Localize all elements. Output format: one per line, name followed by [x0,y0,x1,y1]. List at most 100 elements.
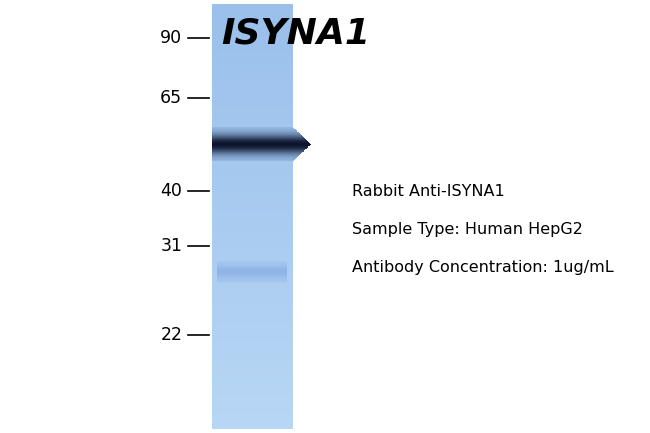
Bar [211,136,293,137]
Bar [211,268,293,269]
Bar [211,194,293,195]
Bar [211,76,293,78]
Bar [217,268,287,269]
Bar [211,372,293,374]
Bar [211,371,293,372]
Bar [211,253,293,255]
Bar [211,316,293,317]
Bar [211,45,293,47]
Bar [211,271,293,273]
Bar [211,82,293,84]
Bar [211,324,293,326]
Bar [211,314,293,316]
Bar [211,404,293,405]
Bar [211,245,293,246]
Bar [211,52,293,54]
Bar [211,74,293,75]
Bar [211,382,293,384]
Bar [211,426,293,427]
Bar [211,23,293,24]
Bar [211,27,293,28]
Bar [211,392,293,394]
Bar [211,228,293,229]
Bar [211,327,293,328]
Bar [217,281,287,282]
Bar [211,281,293,283]
Bar [211,364,293,365]
Bar [211,13,293,14]
Bar [211,68,293,69]
Bar [211,192,293,194]
Bar [211,157,293,158]
Bar [211,197,293,198]
Bar [211,394,293,395]
Bar [211,265,293,266]
Text: Sample Type: Human HepG2: Sample Type: Human HepG2 [352,222,582,237]
Bar [211,122,293,123]
Bar [211,184,293,185]
Bar [211,8,293,10]
Bar [211,427,293,429]
Bar [217,272,287,273]
Bar [211,130,293,132]
Bar [211,32,293,34]
Bar [211,328,293,330]
Bar [211,71,293,72]
Bar [211,283,293,284]
Bar [211,187,293,188]
Bar [211,69,293,71]
Bar [211,178,293,180]
Bar [211,344,293,345]
Bar [211,10,293,11]
Bar [211,354,293,355]
Text: ISYNA1: ISYNA1 [222,17,370,51]
Bar [211,171,293,173]
Bar [211,139,293,140]
Bar [211,369,293,371]
Bar [211,113,293,115]
Bar [211,61,293,62]
Bar [211,24,293,26]
Bar [211,163,293,164]
Bar [211,236,293,238]
Bar [211,106,293,107]
Bar [211,336,293,337]
Bar [211,323,293,324]
Bar [217,265,287,266]
Bar [211,362,293,364]
Bar [211,345,293,347]
Bar [211,287,293,289]
Bar [217,269,287,270]
Bar [211,195,293,197]
Bar [211,164,293,165]
Bar [211,231,293,232]
Bar [211,147,293,149]
Bar [211,416,293,417]
Bar [211,419,293,420]
Bar [211,339,293,341]
Bar [211,18,293,20]
Bar [211,54,293,55]
Bar [217,275,287,276]
Bar [211,291,293,293]
Bar [211,58,293,59]
Bar [211,144,293,146]
Bar [211,365,293,367]
Bar [211,255,293,256]
Bar [211,420,293,422]
Bar [211,235,293,236]
Bar [211,125,293,126]
Bar [211,208,293,210]
Bar [217,279,287,280]
Bar [211,204,293,205]
Bar [211,181,293,183]
Bar [211,150,293,152]
Bar [211,21,293,23]
Bar [211,263,293,265]
Bar [211,173,293,174]
Bar [211,11,293,13]
Bar [211,357,293,358]
Bar [211,389,293,391]
Bar [211,341,293,343]
Bar [211,412,293,413]
